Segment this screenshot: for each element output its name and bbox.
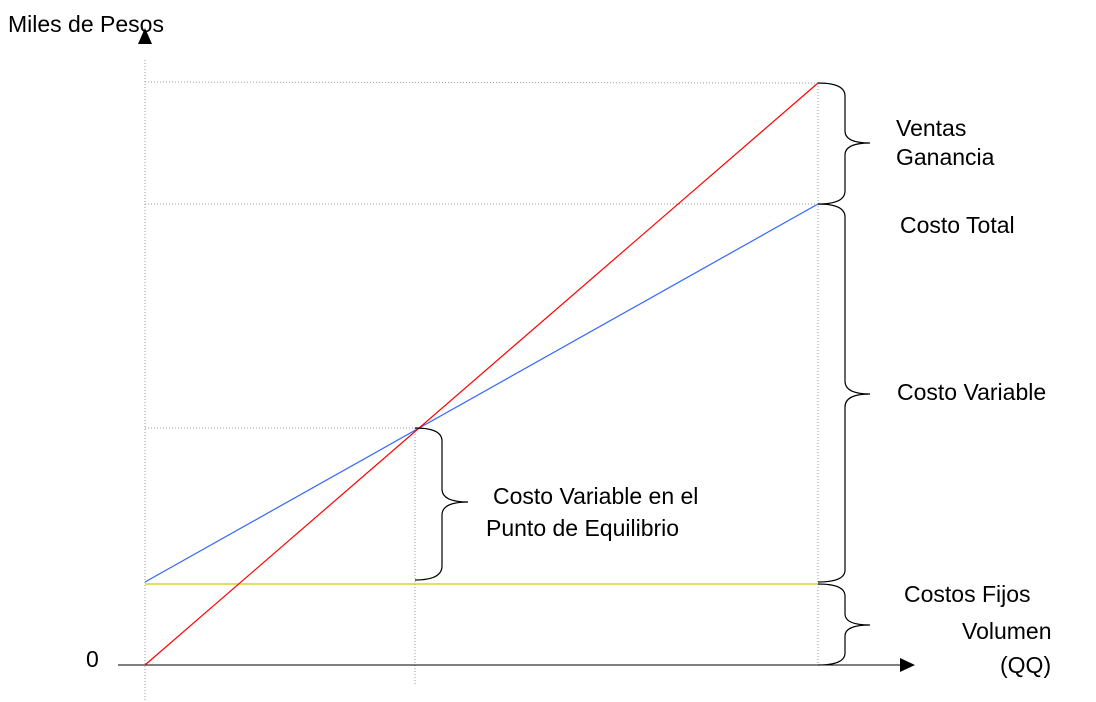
- costos-fijos-label: Costos Fijos: [904, 581, 1031, 607]
- sales-line: [144, 82, 819, 666]
- total-cost-line: [144, 203, 819, 583]
- y-axis-arrow: [138, 28, 152, 44]
- costo-variable-pe-label-line2: Punto de Equilibrio: [486, 515, 680, 541]
- origin-label: 0: [86, 646, 99, 672]
- brace-costo-variable: [817, 203, 871, 583]
- x-axis-label-unit: (QQ): [1000, 652, 1052, 678]
- x-axis-label-volumen: Volumen: [962, 618, 1052, 644]
- costo-variable-label: Costo Variable: [897, 379, 1047, 405]
- x-axis-arrow: [900, 658, 915, 672]
- y-axis-label: Miles de Pesos: [8, 11, 164, 37]
- costo-variable-pe-label-line1: Costo Variable en el: [493, 483, 699, 509]
- brace-costo-variable-pe: [414, 427, 469, 581]
- brace-costos-fijos: [817, 583, 871, 666]
- costo-total-label: Costo Total: [900, 212, 1015, 238]
- ventas-label: Ventas: [896, 115, 967, 141]
- ganancia-label: Ganancia: [896, 144, 995, 170]
- horizontal-guide-sales: [144, 81, 819, 84]
- brace-ganancia: [817, 82, 871, 205]
